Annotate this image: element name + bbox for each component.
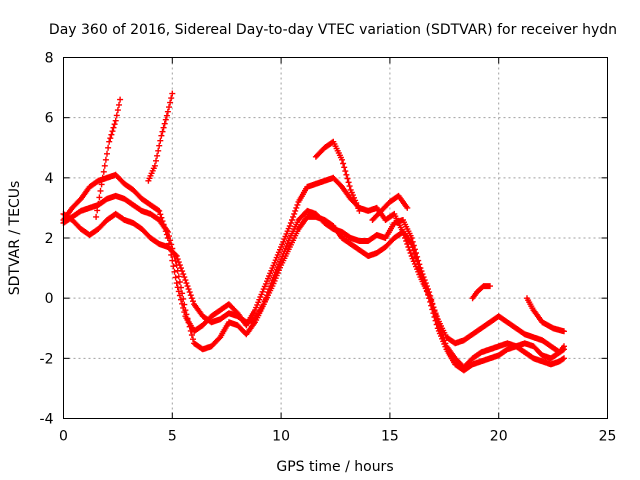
y-tick-label: 6 xyxy=(45,111,54,127)
y-tick-label: 4 xyxy=(45,171,54,187)
y-tick-labels: -4 -2 0 2 4 6 8 xyxy=(40,51,54,428)
series-plus-markers xyxy=(93,96,124,220)
series-layer xyxy=(60,90,567,374)
y-tick-label: 8 xyxy=(45,51,54,67)
series-plus-markers xyxy=(369,192,411,223)
x-tick-labels: 0 5 10 15 20 25 xyxy=(59,429,616,445)
y-axis-label: SDTVAR / TECUs xyxy=(7,181,23,296)
series-plus-markers xyxy=(145,90,176,184)
series-track-4 xyxy=(93,96,124,220)
y-tick-label: 2 xyxy=(45,231,54,247)
chart-title: Day 360 of 2016, Sidereal Day-to-day VTE… xyxy=(49,22,617,38)
x-tick-label: 25 xyxy=(599,429,617,445)
series-plus-markers xyxy=(524,295,567,335)
x-tick-label: 15 xyxy=(381,429,399,445)
series-track-7 xyxy=(369,192,411,223)
x-tick-label: 10 xyxy=(272,429,290,445)
series-track-8 xyxy=(469,283,493,302)
series-plus-markers xyxy=(469,283,493,302)
x-tick-label: 5 xyxy=(168,429,177,445)
x-tick-label: 0 xyxy=(59,429,68,445)
series-track-9 xyxy=(524,295,567,335)
y-tick-label: 0 xyxy=(45,291,54,307)
grid-lines xyxy=(63,57,608,419)
y-tick-label: -4 xyxy=(40,412,54,428)
x-axis-label: GPS time / hours xyxy=(276,459,393,475)
series-plus-markers xyxy=(60,171,567,356)
plot-frame xyxy=(63,57,608,419)
series-track-6 xyxy=(312,138,363,214)
series-track-5 xyxy=(145,90,176,184)
y-tick-label: -2 xyxy=(40,351,54,367)
x-tick-label: 20 xyxy=(490,429,508,445)
series-plus-markers xyxy=(312,138,363,214)
series-track-1 xyxy=(60,171,567,356)
